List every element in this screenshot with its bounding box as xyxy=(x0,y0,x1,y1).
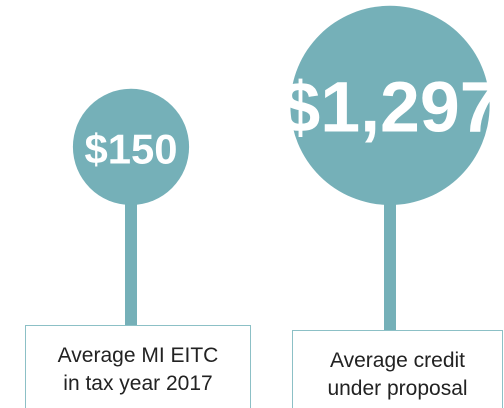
bubble xyxy=(72,88,190,205)
value-label: $1,297 xyxy=(280,67,499,147)
category-label: Average MI EITC in tax year 2017 xyxy=(25,325,251,408)
value-label: $150 xyxy=(84,125,177,172)
category-label: Average credit under proposal xyxy=(292,330,503,408)
bubble xyxy=(290,5,490,205)
